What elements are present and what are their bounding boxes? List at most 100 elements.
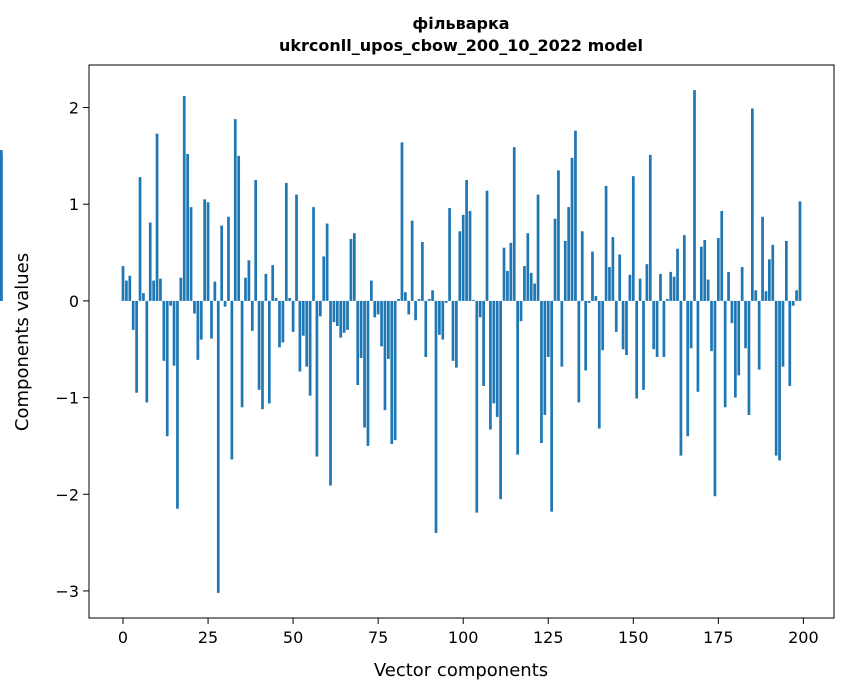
bar (550, 300, 554, 512)
bar (791, 300, 795, 306)
bar (169, 300, 172, 306)
bar (465, 180, 468, 301)
bar (291, 300, 295, 332)
bar (635, 300, 639, 399)
bar (448, 208, 451, 301)
bar (723, 300, 727, 408)
bar (305, 300, 309, 367)
bar (301, 300, 305, 336)
bar (659, 273, 662, 301)
bar (431, 290, 434, 301)
bar (0, 150, 3, 301)
bar (455, 300, 458, 368)
bar (512, 147, 516, 301)
bar (254, 180, 258, 301)
bar (676, 248, 679, 301)
bar (495, 300, 499, 417)
bar (196, 300, 200, 360)
bar (414, 300, 417, 321)
bar (587, 300, 591, 303)
bar (441, 300, 445, 340)
bar (580, 231, 584, 301)
bar (682, 235, 686, 301)
bar (271, 265, 275, 301)
bar (795, 290, 798, 301)
y-axis-label: Components values (12, 253, 33, 431)
chart-title-line1: фільварка (412, 14, 509, 33)
bar (648, 154, 652, 301)
bar (713, 300, 717, 497)
bar (356, 300, 360, 386)
bar (621, 300, 625, 350)
bar (284, 182, 288, 301)
bar (444, 300, 448, 303)
bar (223, 300, 227, 307)
bar (152, 280, 155, 301)
bar (131, 300, 135, 330)
bar (638, 278, 642, 301)
bar (696, 300, 700, 392)
bar (604, 185, 608, 301)
bar (489, 300, 492, 430)
bar (281, 300, 285, 343)
y-tick-label: −1 (55, 389, 79, 408)
bar (733, 300, 737, 398)
bar (308, 300, 312, 396)
bar (601, 300, 605, 351)
y-tick-label: 2 (69, 99, 79, 118)
bar (506, 270, 509, 301)
bar (706, 279, 710, 301)
bar (244, 277, 247, 301)
bar (393, 300, 397, 441)
bar (315, 300, 319, 457)
x-tick-label: 200 (788, 628, 819, 647)
bar (240, 300, 244, 408)
bar (349, 239, 353, 301)
bar (540, 300, 543, 444)
bar (645, 264, 649, 301)
bar (390, 300, 394, 444)
bar (227, 216, 230, 301)
bar (404, 292, 407, 301)
bar (577, 300, 581, 403)
bar (312, 207, 315, 301)
bar (478, 300, 482, 318)
bar (754, 290, 758, 301)
x-tick-label: 125 (533, 628, 564, 647)
bar (376, 300, 380, 315)
bar (451, 300, 455, 361)
x-axis-ticks: 0 25 50 75 100 125 150 175 200 (118, 618, 819, 647)
bar (434, 300, 438, 533)
bar (563, 240, 567, 301)
bar (591, 251, 594, 301)
bar (523, 266, 526, 301)
bar (329, 300, 332, 486)
x-tick-label: 150 (618, 628, 649, 647)
bar (703, 239, 707, 301)
bar (665, 298, 669, 301)
bar (574, 130, 577, 301)
bar (250, 300, 254, 331)
bar (536, 194, 540, 301)
bar (628, 274, 632, 301)
bar (499, 300, 502, 500)
bar (560, 300, 564, 367)
x-tick-label: 0 (118, 628, 128, 647)
bar (472, 299, 475, 301)
bar (359, 300, 363, 358)
plot-frame (88, 64, 835, 619)
bar (421, 241, 424, 301)
bar (679, 300, 683, 456)
bar (274, 297, 278, 301)
x-tick-label: 100 (448, 628, 479, 647)
bar (220, 225, 224, 301)
bar (492, 300, 496, 404)
bar (502, 247, 506, 301)
y-axis-ticks: −3 −2 −1 0 1 2 (55, 99, 89, 601)
bar (727, 271, 730, 301)
bar (257, 300, 261, 390)
bar (608, 267, 611, 301)
bar (774, 300, 778, 456)
bar (138, 177, 142, 301)
